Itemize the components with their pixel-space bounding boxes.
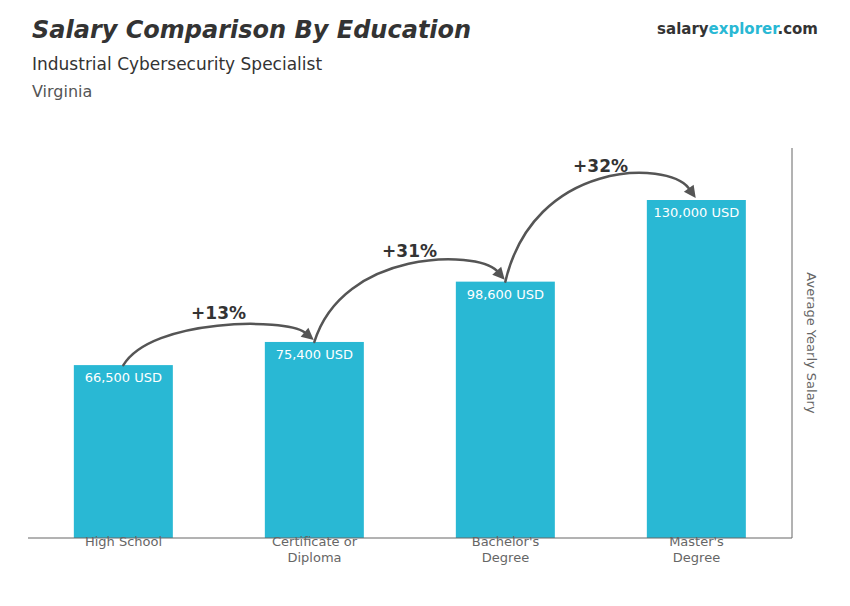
svg-text:75,400 USD: 75,400 USD (276, 347, 353, 362)
html-text:Virginia: Virginia (32, 82, 93, 101)
svg-text:+13%: +13% (191, 303, 246, 323)
svg-text:66,500 USD: 66,500 USD (85, 370, 162, 385)
html-text:Salary Comparison By Education: Salary Comparison By Education (32, 16, 472, 44)
svg-text:+32%: +32% (573, 156, 628, 176)
svg-text:+31%: +31% (382, 241, 437, 261)
svg-text:Master'sDegree: Master'sDegree (669, 534, 724, 565)
svg-text:98,600 USD: 98,600 USD (467, 287, 544, 302)
svg-text:Bachelor'sDegree: Bachelor'sDegree (472, 534, 540, 565)
html-text:Industrial Cybersecurity Speci: Industrial Cybersecurity Specialist (32, 54, 323, 74)
svg-text:Average Yearly Salary: Average Yearly Salary (804, 272, 819, 414)
html-text:salary explorer.com: salary explorer.com (657, 20, 818, 38)
svg-text:130,000 USD: 130,000 USD (654, 205, 740, 220)
svg-text:High School: High School (85, 534, 162, 549)
svg-text:Certificate orDiploma: Certificate orDiploma (272, 534, 358, 565)
